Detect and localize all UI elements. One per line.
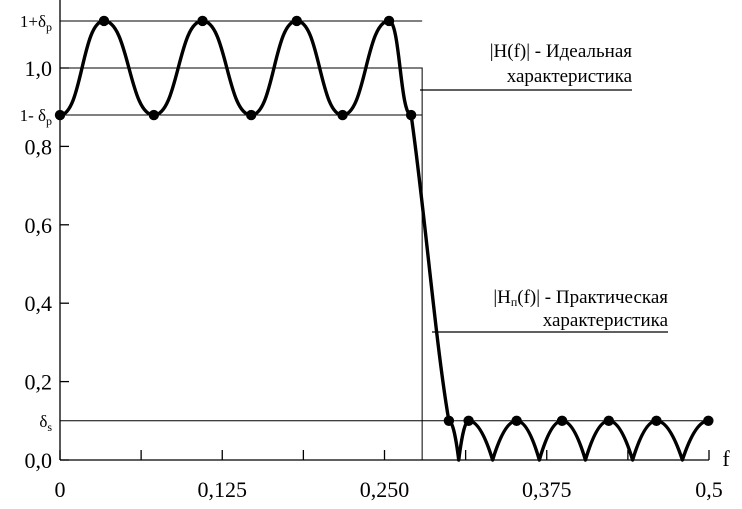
special-level-subscript: p (46, 20, 52, 34)
ideal-label-line2: характеристика (507, 66, 633, 87)
practical-label-label_main: |H (493, 287, 511, 308)
response-point-0 (54, 109, 66, 121)
response-point-10 (463, 415, 474, 426)
special-level-main: δ (39, 412, 47, 431)
y-tick-label-0: 0,0 (25, 448, 53, 473)
ideal-response-line (60, 67, 423, 460)
special-level-label-0: 1+δp (20, 12, 52, 34)
y-tick-label-3: 0,6 (25, 213, 53, 238)
x-tick-label-4: 0,5 (695, 477, 723, 502)
response-point-13 (603, 415, 614, 426)
y-tick-label-1: 0,2 (25, 370, 53, 395)
practical-label-label_rest: (f)| - Практическая (517, 287, 668, 308)
ideal-label-line1: |H(f)| - Идеальная (490, 41, 633, 62)
x-axis-label: f (722, 446, 730, 471)
practical-label-label_sub: п (511, 295, 518, 309)
x-tick-label-3: 0,375 (522, 477, 572, 502)
response-point-4 (245, 109, 257, 121)
x-axis-ticks: 0 0,125 0,250 0,375 0,5 (55, 450, 723, 502)
x-tick-label-1: 0,125 (198, 477, 248, 502)
response-point-9 (443, 415, 455, 426)
x-tick-label-0: 0 (55, 477, 66, 502)
special-level-main: 1+δ (20, 12, 46, 31)
response-point-7 (383, 15, 395, 27)
practical-response-points (54, 15, 714, 426)
ideal-response (60, 67, 423, 460)
response-point-3 (197, 15, 208, 27)
response-point-15 (703, 415, 714, 426)
annotations: |H(f)| - Идеальнаяхарактеристика|Hп(f)| … (420, 41, 669, 333)
reference-lines (60, 20, 709, 422)
y-tick-label-4: 0,8 (25, 134, 53, 159)
response-point-6 (337, 109, 348, 121)
response-point-1 (98, 15, 110, 27)
y-tick-label-5: 1,0 (25, 56, 53, 81)
x-tick-label-2: 0,250 (360, 477, 410, 502)
response-point-5 (291, 15, 302, 27)
response-point-14 (651, 415, 662, 426)
response-point-11 (511, 415, 522, 426)
response-point-2 (148, 109, 160, 121)
response-point-12 (556, 415, 568, 426)
special-level-subscript: s (47, 420, 52, 434)
practical-label-line1: |Hп(f)| - Практическая (493, 287, 668, 309)
response-point-8 (405, 109, 417, 121)
special-level-subscript: p (46, 114, 52, 128)
practical-label-line2: характеристика (543, 310, 669, 331)
y-tick-label-2: 0,4 (25, 291, 53, 316)
special-level-main: 1- δ (20, 106, 46, 125)
special-level-label-1: 1- δp (20, 106, 52, 128)
special-level-label-2: δs (39, 412, 52, 434)
